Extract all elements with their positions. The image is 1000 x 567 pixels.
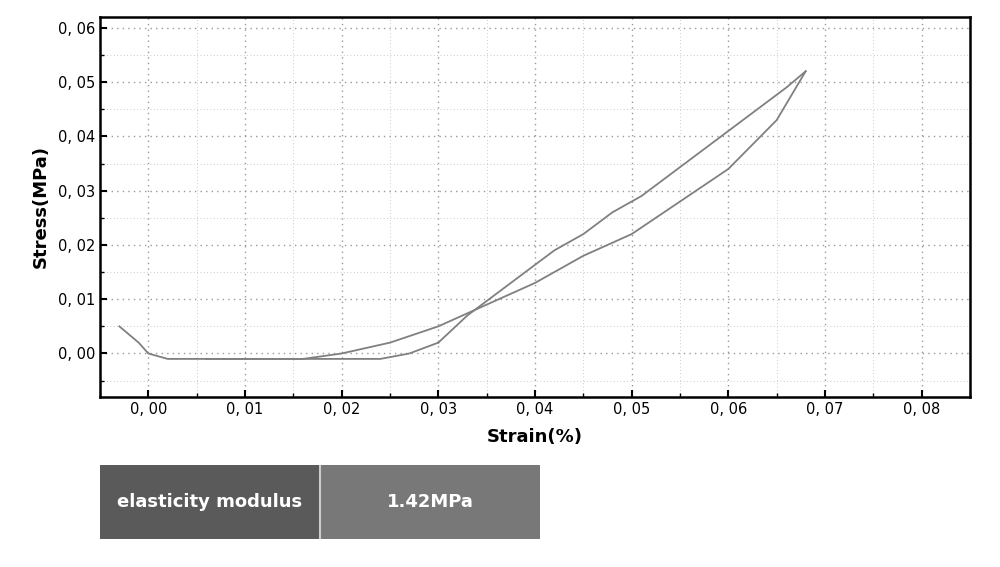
- Y-axis label: Stress(MPa): Stress(MPa): [31, 146, 49, 268]
- Bar: [320, 465, 540, 539]
- X-axis label: Strain(%): Strain(%): [487, 428, 583, 446]
- Text: elasticity modulus: elasticity modulus: [117, 493, 303, 511]
- Bar: [100, 465, 320, 539]
- Text: 1.42MPa: 1.42MPa: [387, 493, 473, 511]
